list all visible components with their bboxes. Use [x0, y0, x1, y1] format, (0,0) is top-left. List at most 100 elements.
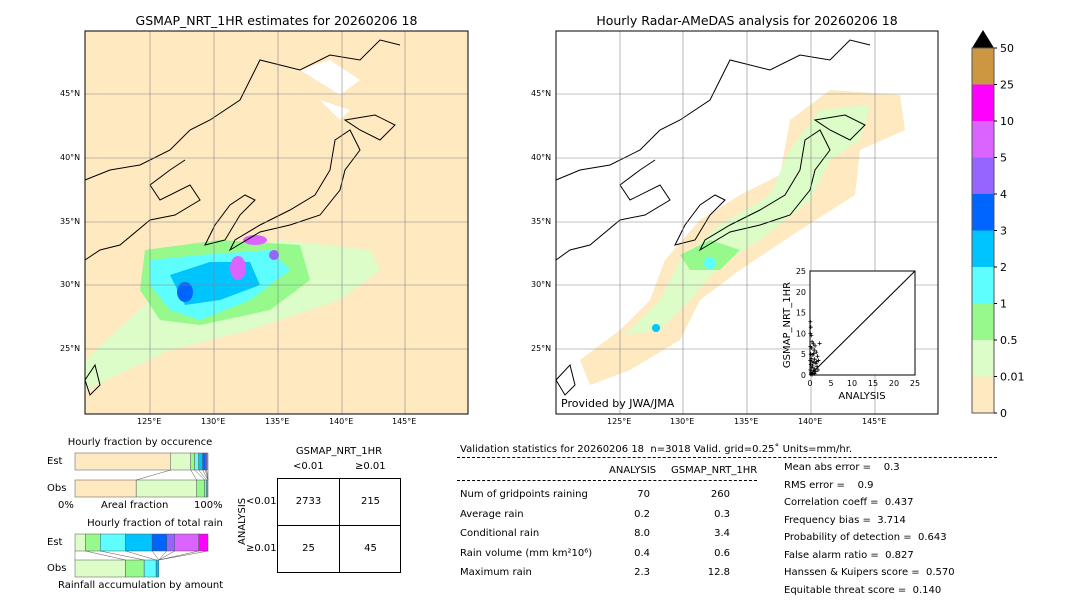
- col-header-lt: <0.01: [293, 461, 324, 472]
- right-map-frame: [555, 30, 939, 415]
- scatter-y-tick: 5: [801, 350, 806, 359]
- stats-col-analysis: ANALYSIS: [609, 465, 657, 476]
- right-map-coastlines: [555, 39, 871, 396]
- scatter-point: [808, 352, 813, 357]
- colorbar-label: 2: [1000, 261, 1007, 274]
- contingency-title: GSMAP_NRT_1HR: [295, 446, 383, 457]
- scatter-y-tick: 15: [796, 309, 806, 318]
- est-bar-segment: [166, 533, 176, 552]
- left-lon-tick: 125°E: [137, 417, 162, 426]
- stat-gsmap-value: 12.8: [707, 567, 730, 578]
- colorbar-label: 4: [1000, 188, 1007, 201]
- scatter-point: [811, 368, 816, 373]
- scatter-point: [808, 331, 813, 336]
- est-bar-segment: [206, 452, 209, 471]
- est-bar-segment: [125, 533, 153, 552]
- stat-row-label: Rain volume (mm km²10⁶): [460, 547, 593, 559]
- scatter-x-tick: 10: [847, 379, 857, 388]
- scatter-point: [808, 358, 813, 363]
- left-lat-tick: 40°N: [60, 153, 81, 162]
- scatter-x-tick: 5: [828, 379, 833, 388]
- connector-line: [125, 550, 157, 561]
- colorbar-label: 0.01: [1000, 371, 1025, 384]
- stat-gsmap-value: 260: [710, 489, 730, 500]
- colorbar-segment: [972, 230, 994, 267]
- obs-bar-segment: [206, 479, 209, 498]
- est-bar-segment: [100, 533, 126, 552]
- colorbar-segment: [972, 194, 994, 231]
- stat-gsmap-value: 3.4: [714, 528, 730, 539]
- left-map-gridlines: [85, 31, 468, 414]
- obs-bar-segment: [143, 559, 157, 578]
- occurrence-title: Hourly fraction by occurence: [67, 437, 213, 448]
- row-header-ge: ≥0.01: [246, 543, 277, 554]
- connector-line: [158, 550, 167, 561]
- est-bar-segment: [74, 533, 86, 552]
- left-lat-tick: 35°N: [60, 217, 81, 226]
- stat-analysis-value: 0.2: [634, 508, 650, 520]
- colorbar-extend-arrow: [972, 30, 994, 48]
- scatter-point: [812, 371, 817, 376]
- connector-line: [85, 550, 126, 561]
- est-bar-segment: [151, 533, 168, 552]
- scatter-point: [812, 357, 817, 362]
- colorbar-label: 0.5: [1000, 334, 1018, 347]
- scatter-point: [808, 325, 813, 330]
- score-item: False alarm ratio = 0.827: [784, 549, 914, 561]
- right-lon-tick: 125°E: [607, 417, 632, 426]
- left-lat-tick: 30°N: [60, 280, 81, 289]
- scatter-point: [813, 369, 818, 374]
- right-map-title: Hourly Radar-AMeDAS analysis for 2026020…: [596, 13, 898, 28]
- right-lat-tick: 45°N: [531, 89, 552, 98]
- scatter-x-tick: 20: [889, 379, 899, 388]
- score-item: Mean abs error = 0.3: [784, 462, 900, 473]
- scatter-point: [812, 348, 817, 353]
- connector-line: [158, 550, 209, 561]
- total-rain-title: Hourly fraction of total rain: [87, 518, 223, 529]
- score-item: Frequency bias = 3.714: [784, 514, 906, 526]
- connector-line: [151, 550, 159, 561]
- scatter-point: [814, 350, 819, 355]
- rain-est-label: Est: [47, 537, 63, 548]
- scatter-x-tick: 0: [807, 379, 812, 388]
- colorbar-label: 0: [1000, 407, 1007, 420]
- cell-hit: 45: [364, 543, 377, 554]
- scatter-point: [815, 354, 820, 359]
- score-item: Hanssen & Kuipers score = 0.570: [784, 567, 955, 578]
- right-map-gridlines: [556, 31, 938, 414]
- right-map-rain: [580, 90, 905, 385]
- scatter-ylabel: GSMAP_NRT_1HR: [782, 282, 793, 368]
- right-lon-tick: 140°E: [798, 417, 823, 426]
- est-bar-segment: [190, 452, 195, 471]
- colorbar: 0 0.01 0.5 1 2 3 4 5 10 25 50: [971, 30, 1025, 420]
- colorbar-segment: [972, 376, 994, 413]
- stat-analysis-value: 8.0: [634, 528, 650, 539]
- scatter-point: [811, 360, 816, 365]
- cell-miss: 25: [302, 543, 315, 554]
- colorbar-segment: [972, 267, 994, 304]
- scatter-point: [813, 343, 818, 348]
- scatter-point: [811, 341, 816, 346]
- obs-bar-segment: [196, 479, 205, 498]
- occ-x-tick-0: 0%: [58, 500, 74, 511]
- scatter-y-tick: 0: [801, 371, 806, 380]
- est-bar-segment: [170, 452, 191, 471]
- right-map: 00 5 5 10 10 15 15 20 20 25 25 GSMAP_NRT_1HR ANALY…: [555, 30, 939, 415]
- connector-line: [158, 550, 175, 561]
- left-lon-tick: 135°E: [265, 417, 290, 426]
- fraction-bars: [74, 452, 209, 578]
- obs-bar-segment: [125, 559, 145, 578]
- scatter-point: [809, 333, 814, 338]
- connector-line: [190, 469, 197, 481]
- scatter-point: [810, 372, 815, 377]
- scatter-point: [808, 344, 813, 349]
- left-map-frame: [84, 30, 469, 415]
- reference-line: [809, 270, 916, 376]
- scatter-point: [815, 364, 820, 369]
- scatter-point: [808, 368, 813, 373]
- est-bar-segment: [74, 452, 172, 471]
- scatter-point: [812, 366, 817, 371]
- score-item: RMS error = 0.9: [784, 479, 874, 491]
- right-lat-tick: 25°N: [531, 344, 552, 353]
- left-map-rain: [85, 60, 380, 390]
